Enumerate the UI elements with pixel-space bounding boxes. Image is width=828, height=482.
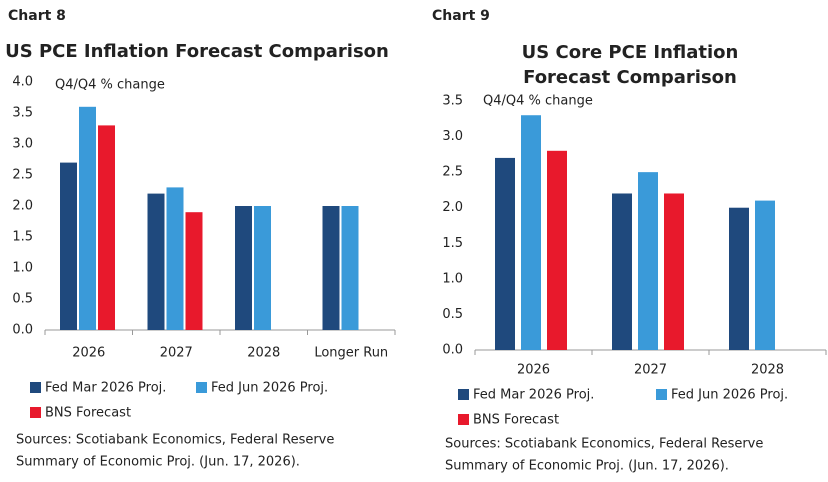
bar — [755, 200, 775, 350]
y-tick-label: 1.0 — [12, 261, 33, 276]
y-tick-label: 0.0 — [442, 343, 463, 358]
bar — [495, 157, 515, 350]
y-tick-label: 4.0 — [12, 75, 33, 90]
bar — [185, 212, 203, 330]
bar — [60, 162, 77, 330]
y-tick-label: 1.0 — [442, 271, 463, 286]
y-tick-label: 2.0 — [12, 199, 33, 214]
legend-label: Fed Mar 2026 Proj. — [45, 381, 166, 396]
legend-swatch — [30, 382, 41, 393]
legend-swatch — [196, 382, 207, 393]
legend-label: Fed Jun 2026 Proj. — [671, 388, 788, 403]
bar — [664, 193, 684, 350]
legend-swatch — [30, 407, 41, 418]
y-tick-label: 0.5 — [442, 307, 463, 322]
bar — [235, 206, 252, 330]
y-tick-label: 3.5 — [12, 106, 33, 121]
source-note: Sources: Scotiabank Economics, Federal R… — [16, 433, 334, 448]
y-tick-label: 0.5 — [12, 292, 33, 307]
bar — [547, 150, 567, 350]
x-tick-label: 2028 — [751, 363, 784, 378]
subtitle: Q4/Q4 % change — [483, 94, 593, 109]
chart-label: Chart 9 — [432, 8, 490, 24]
bar — [147, 193, 165, 330]
bar — [521, 115, 541, 350]
x-tick-label: 2026 — [72, 346, 105, 361]
legend-label: BNS Forecast — [473, 413, 559, 428]
source-note: Sources: Scotiabank Economics, Federal R… — [445, 437, 763, 452]
x-tick-label: 2028 — [247, 346, 280, 361]
bar — [612, 193, 632, 350]
chart-title: Forecast Comparison — [523, 67, 737, 88]
legend-label: Fed Jun 2026 Proj. — [211, 381, 328, 396]
subtitle: Q4/Q4 % change — [55, 78, 165, 93]
bar — [729, 207, 749, 350]
bar — [341, 206, 359, 330]
y-tick-label: 2.5 — [442, 165, 463, 180]
source-note: Summary of Economic Proj. (Jun. 17, 2026… — [445, 459, 729, 474]
x-tick-label: 2026 — [517, 363, 550, 378]
y-tick-label: 2.0 — [442, 200, 463, 215]
y-tick-label: 3.5 — [442, 94, 463, 109]
y-tick-label: 1.5 — [12, 230, 33, 245]
chart-title: US PCE Inflation Forecast Comparison — [5, 41, 389, 62]
legend-swatch — [458, 389, 469, 400]
bar — [322, 206, 340, 330]
x-tick-label: 2027 — [634, 363, 667, 378]
bar — [98, 125, 115, 331]
y-tick-label: 0.0 — [12, 323, 33, 338]
y-tick-label: 1.5 — [442, 236, 463, 251]
bar — [79, 106, 96, 330]
legend-label: Fed Mar 2026 Proj. — [473, 388, 594, 403]
legend-label: BNS Forecast — [45, 406, 131, 421]
bar — [254, 206, 271, 330]
chart-label: Chart 8 — [8, 8, 66, 24]
x-tick-label: Longer Run — [314, 346, 388, 361]
y-tick-label: 3.0 — [442, 129, 463, 144]
chart-title: US Core PCE Inflation — [522, 42, 739, 63]
legend-swatch — [458, 414, 469, 425]
y-tick-label: 2.5 — [12, 168, 33, 183]
source-note: Summary of Economic Proj. (Jun. 17, 2026… — [16, 455, 300, 470]
y-tick-label: 3.0 — [12, 137, 33, 152]
x-tick-label: 2027 — [160, 346, 193, 361]
legend-swatch — [656, 389, 667, 400]
bar — [638, 172, 658, 350]
bar — [166, 187, 184, 330]
